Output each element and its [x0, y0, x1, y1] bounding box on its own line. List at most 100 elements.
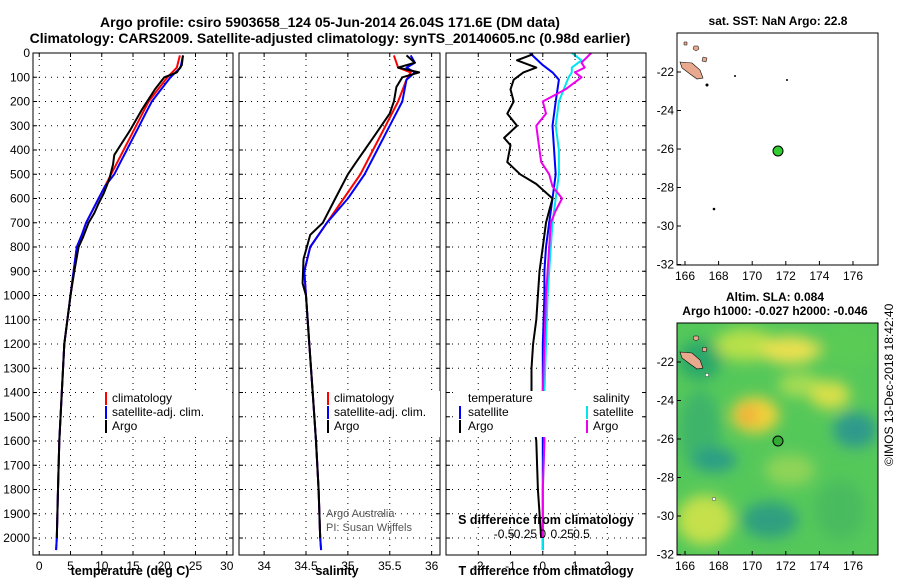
plot-frame: [445, 52, 647, 556]
y-tick-label: 2000: [3, 531, 30, 545]
map-x-tick-label: 170: [742, 559, 762, 573]
x-tick-label: 35.5: [378, 559, 402, 573]
map-x-tick-label: 168: [709, 269, 729, 283]
x-tick-label: 15: [126, 559, 140, 573]
sla-patch: [677, 495, 733, 545]
x-tick-label: 5: [67, 559, 74, 573]
sst-island-dot: [705, 83, 709, 87]
sla-patch: [693, 448, 737, 472]
x-tick-label: -1: [505, 559, 516, 573]
legend-label-s-satellite: satellite: [593, 405, 634, 419]
y-tick-label: 1700: [3, 458, 30, 472]
map-y-tick-label: -26: [657, 432, 675, 446]
legend-label-satellite: satellite-adj. clim.: [334, 405, 426, 419]
series-line-argo: [55, 55, 184, 539]
figure-title-line2: Climatology: CARS2009. Satellite-adjuste…: [30, 30, 631, 46]
map-x-tick-label: 176: [843, 269, 863, 283]
map-y-tick-label: -26: [657, 142, 675, 156]
series-line-climatology: [303, 55, 412, 551]
s-tick-label: 0.5: [573, 527, 590, 541]
temperature-xlabel: temperature (deg C): [71, 564, 190, 578]
map-y-tick-label: -28: [657, 181, 675, 195]
sla-map-subtitle: Argo h1000: -0.027 h2000: -0.046: [682, 304, 868, 318]
map-x-tick-label: 172: [776, 559, 796, 573]
y-tick-label: 1400: [3, 386, 30, 400]
sla-island-dot: [712, 497, 717, 502]
salinity-legend: climatology satellite-adj. clim. Argo: [322, 391, 440, 437]
sdiff-label: S difference from climatology: [458, 513, 634, 527]
legend-background: [453, 391, 642, 437]
map-x-tick-label: 166: [675, 269, 695, 283]
series-line-satellite: [55, 55, 184, 551]
x-tick-label: 1: [572, 559, 579, 573]
sst-island-small: [701, 56, 708, 63]
legend-heading-salinity: salinity: [593, 391, 630, 405]
map-y-tick-label: -32: [657, 258, 675, 272]
map-y-tick-label: -32: [657, 548, 675, 562]
temperature-legend: climatology satellite-adj. clim. Argo: [98, 391, 232, 437]
sla-anomaly-patches: [677, 323, 878, 545]
sst-island-dot: [712, 207, 716, 211]
sla-island-small: [692, 335, 700, 342]
y-tick-label: 100: [10, 70, 30, 84]
sla-patch: [742, 502, 798, 538]
y-tick-label: 1200: [3, 337, 30, 351]
sla-patch: [815, 480, 865, 540]
sla-field: [677, 323, 878, 555]
sst-island-small: [692, 45, 700, 52]
map-x-tick-label: 168: [709, 559, 729, 573]
series-line-s-argo: [535, 52, 592, 538]
salinity-xlabel: salinity: [315, 564, 358, 578]
sla-patch: [760, 336, 820, 364]
map-y-tick-label: -30: [657, 219, 675, 233]
imos-footer: ©IMOS 13-Dec-2018 18:42:40: [882, 303, 896, 466]
map-x-tick-label: 174: [809, 269, 829, 283]
legend-label-climatology: climatology: [334, 391, 394, 405]
y-tick-label: 1100: [4, 313, 30, 327]
sla-island-small: [701, 346, 708, 353]
map-x-tick-label: 170: [742, 269, 762, 283]
x-tick-label: 25: [189, 559, 203, 573]
sla-patch: [833, 412, 877, 448]
legend-background: [98, 391, 232, 437]
x-tick-label: 2: [604, 559, 611, 573]
map-x-tick-label: 172: [776, 269, 796, 283]
sla-map: [676, 322, 879, 556]
y-tick-label: 1300: [3, 361, 30, 375]
y-tick-label: 1800: [3, 483, 30, 497]
x-tick-label: 0: [36, 559, 43, 573]
s-tick-label: 0.25: [550, 527, 574, 541]
figure-title-line1: Argo profile: csiro 5903658_124 05-Jun-2…: [100, 14, 560, 30]
sst-argo-position-marker: [772, 145, 784, 157]
y-tick-label: 1600: [3, 434, 30, 448]
series-line-satellite: [303, 54, 416, 551]
difference-panel: -2 -1 0 1 2-0.5-0.25 0 0.25 0.5: [445, 52, 647, 573]
map-y-tick-label: -30: [657, 509, 675, 523]
x-tick-label: 34: [257, 559, 271, 573]
s-tick-label: 0: [539, 527, 546, 541]
tdiff-xlabel: T difference from climatology: [458, 564, 633, 578]
sst-island-dot: [786, 79, 788, 81]
sst-island-small: [683, 41, 688, 46]
y-tick-label: 1000: [3, 289, 30, 303]
argo-australia-note: Argo Australia: [326, 508, 395, 520]
sla-patch: [822, 323, 878, 367]
pi-note: PI: Susan Wijffels: [326, 522, 412, 534]
sst-island-main: [679, 61, 704, 80]
series-line-climatology: [55, 55, 181, 551]
plot-frame: [238, 52, 441, 556]
map-y-tick-label: -24: [657, 104, 675, 118]
y-tick-label: 1900: [3, 507, 30, 521]
difference-legend: temperature satellite Argo salinity sate…: [453, 391, 642, 437]
legend-label-climatology: climatology: [112, 391, 172, 405]
x-tick-label: 35: [341, 559, 355, 573]
series-line-t-argo: [503, 53, 554, 539]
map-x-tick-label: 166: [675, 559, 695, 573]
x-tick-label: 30: [220, 559, 234, 573]
s-tick-label: -0.25: [510, 527, 538, 541]
legend-heading-temperature: temperature: [468, 391, 533, 405]
sla-patch: [765, 454, 815, 486]
x-tick-label: 0: [539, 559, 546, 573]
sla-patch: [715, 329, 775, 361]
